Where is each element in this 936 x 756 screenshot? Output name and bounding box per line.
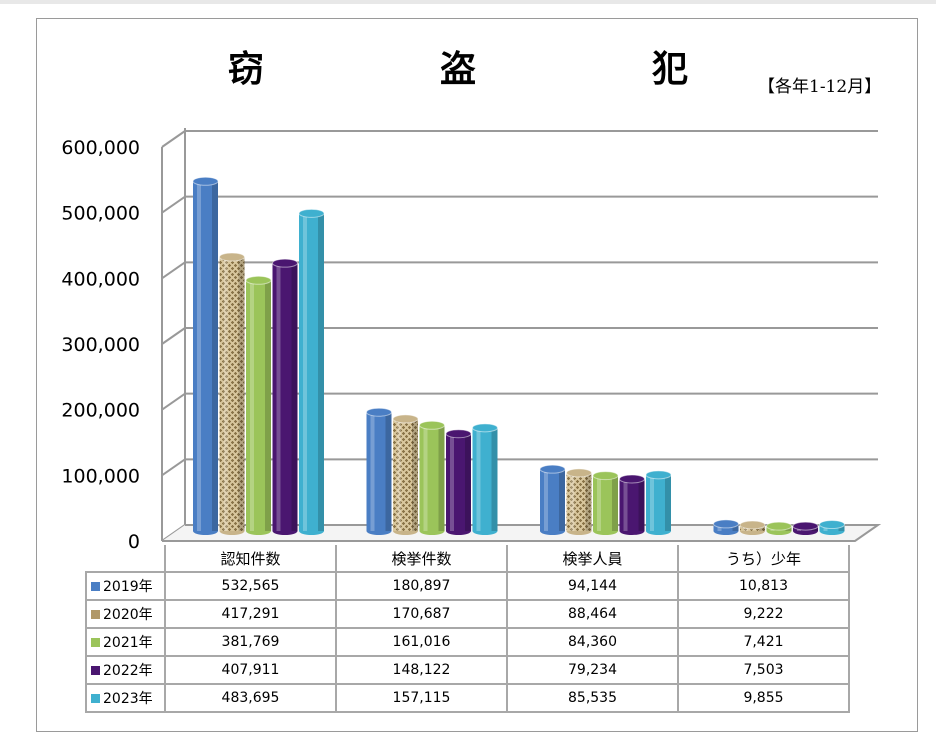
table-cell: 85,535 <box>506 683 679 713</box>
legend-swatch <box>91 694 100 703</box>
data-table: 認知件数 検挙件数 検挙人員 うち）少年 2019年 532,565 180,897 94,1… <box>85 545 850 713</box>
bar-2022年-うち）少年 <box>792 521 819 535</box>
table-cell: 10,813 <box>677 571 850 601</box>
y-tick-label: 100,000 <box>61 465 140 487</box>
table-cell: 7,421 <box>677 627 850 657</box>
y-tick-label: 600,000 <box>61 137 140 159</box>
category-label: 認知件数 <box>164 545 337 573</box>
table-cell: 148,122 <box>335 655 508 685</box>
table-cell: 79,234 <box>506 655 679 685</box>
bar-2020年-検挙件数 <box>392 414 419 535</box>
bar-2020年-認知件数 <box>219 252 245 535</box>
table-cell: 7,503 <box>677 655 850 685</box>
bar-2021年-うち）少年 <box>766 521 792 535</box>
table-cell: 84,360 <box>506 627 679 657</box>
bar-2019年-認知件数 <box>192 176 219 535</box>
table-row: 2020年 417,291 170,687 88,464 9,222 <box>85 599 850 629</box>
axis-wall <box>161 128 186 542</box>
legend-swatch <box>91 638 100 647</box>
gridline-diag <box>161 392 186 411</box>
bar-2023年-検挙件数 <box>472 423 498 535</box>
legend-swatch <box>91 582 100 591</box>
table-cell: 170,687 <box>335 599 508 629</box>
table-row: 2019年 532,565 180,897 94,144 10,813 <box>85 571 850 601</box>
chart-title: 窃 盗 犯 <box>227 49 758 90</box>
bar-2019年-うち）少年 <box>713 519 739 535</box>
bar-2021年-検挙人員 <box>592 471 619 535</box>
y-tick-label: 0 <box>128 531 140 553</box>
gridline-diag <box>161 130 186 148</box>
bar-2023年-認知件数 <box>298 208 325 535</box>
table-row: 2023年 483,695 157,115 85,535 9,855 <box>85 683 850 713</box>
table-cell: 483,695 <box>164 683 337 713</box>
period-label: 【各年1-12月】 <box>758 77 882 97</box>
legend-swatch <box>91 666 100 675</box>
bar-2021年-検挙件数 <box>419 420 445 535</box>
bar-2022年-検挙人員 <box>619 474 645 535</box>
legend-label: 2021年 <box>103 635 153 651</box>
category-label: 検挙人員 <box>506 545 679 573</box>
table-cell: 9,855 <box>677 683 850 713</box>
legend-label: 2020年 <box>103 607 153 623</box>
y-tick-label: 500,000 <box>61 203 140 225</box>
gridline-diag <box>161 327 186 345</box>
table-cell: 88,464 <box>506 599 679 629</box>
bar-2023年-検挙人員 <box>645 470 672 535</box>
legend-label: 2019年 <box>103 579 153 595</box>
table-row: 2021年 381,769 161,016 84,360 7,421 <box>85 627 850 657</box>
bar-2021年-認知件数 <box>245 275 272 535</box>
top-divider <box>0 0 936 4</box>
table-cell: 532,565 <box>164 571 337 601</box>
table-cell: 94,144 <box>506 571 679 601</box>
legend-swatch <box>91 610 100 619</box>
chart-frame <box>36 18 918 732</box>
table-cell: 381,769 <box>164 627 337 657</box>
table-cell: 157,115 <box>335 683 508 713</box>
legend-label: 2023年 <box>103 691 153 707</box>
table-cell: 180,897 <box>335 571 508 601</box>
category-label: 検挙件数 <box>335 545 508 573</box>
gridline-diag <box>161 195 186 214</box>
gridline-diag <box>161 261 186 280</box>
table-cell: 161,016 <box>335 627 508 657</box>
category-label: うち）少年 <box>677 545 850 573</box>
y-tick-label: 300,000 <box>61 334 140 356</box>
bar-2023年-うち）少年 <box>819 520 845 535</box>
table-cell: 417,291 <box>164 599 337 629</box>
bar-2022年-検挙件数 <box>445 429 472 535</box>
table-cell: 407,911 <box>164 655 337 685</box>
y-tick-label: 400,000 <box>61 268 140 290</box>
floor <box>162 524 882 542</box>
table-corner <box>86 545 165 572</box>
bar-2020年-検挙人員 <box>566 468 592 535</box>
bar-2019年-検挙人員 <box>539 464 566 535</box>
legend-label: 2022年 <box>103 663 153 679</box>
table-cell: 9,222 <box>677 599 850 629</box>
bar-2022年-認知件数 <box>272 258 298 535</box>
bar-2019年-検挙件数 <box>366 407 392 535</box>
table-row: 2022年 407,911 148,122 79,234 7,503 <box>85 655 850 685</box>
gridline-diag <box>161 458 186 477</box>
y-tick-label: 200,000 <box>61 400 140 422</box>
bar-2020年-うち）少年 <box>739 520 766 535</box>
